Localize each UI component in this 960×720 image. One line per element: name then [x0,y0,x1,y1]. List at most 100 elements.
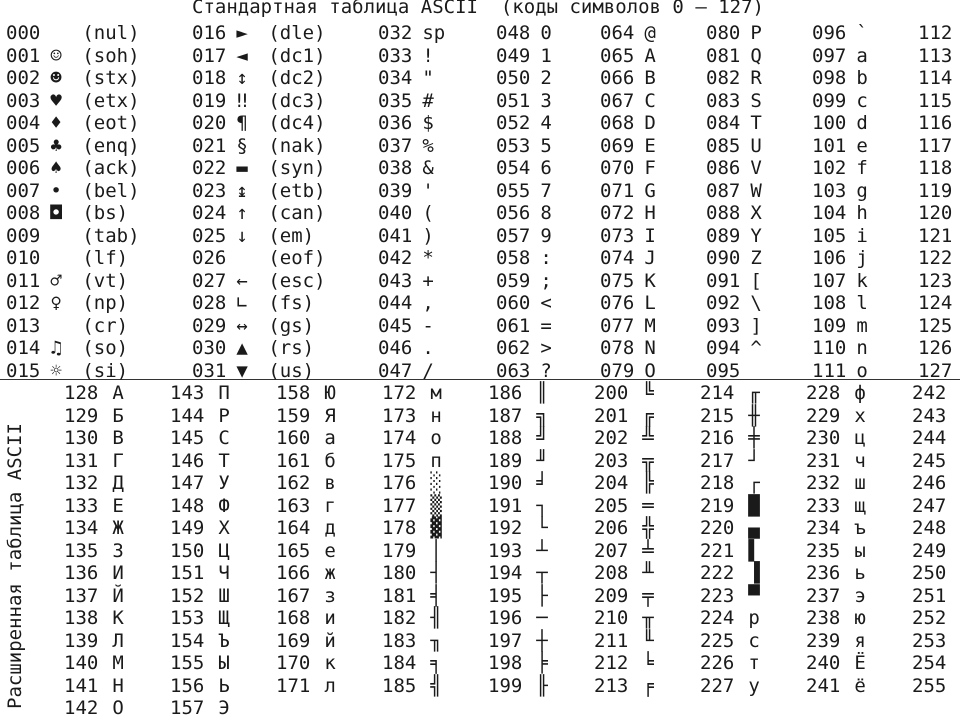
ascii-cell: 002 ☻ (stx) [6,67,140,89]
char-code: 169 [276,629,311,652]
ascii-cell: 073 I [600,225,668,247]
char-glyph: ╩ [642,427,654,449]
ascii-cell: 200 ╚ [594,382,654,404]
ascii-cell: 218 ┌ [700,472,760,494]
char-code: 102 [812,157,847,179]
char-code: 031 [192,359,227,382]
char-glyph: • [50,179,62,202]
ascii-cell: 015 ☼ (si) [6,360,128,382]
char-glyph: ♥ [50,89,62,112]
char-code: 072 [600,202,635,224]
char-glyph: K [644,269,656,292]
char-code: 047 [378,359,413,382]
char-glyph: ╙ [642,629,654,652]
ascii-cell: 126 [918,337,960,359]
char-glyph: ' [422,179,434,202]
char-code: 030 [192,337,227,359]
char-code: 181 [382,584,417,607]
char-glyph: § [236,134,248,157]
char-code: 088 [706,202,741,224]
char-code: 082 [706,67,741,89]
char-code: 149 [170,517,205,539]
char-code: 066 [600,67,635,89]
char-code: 127 [918,359,953,382]
ascii-cell: 081 Q [706,45,774,67]
char-glyph: ╗ [536,404,548,427]
char-glyph: ¶ [236,112,248,134]
ascii-cell: 054 6 [496,157,564,179]
ascii-cell: 232 ш [806,472,866,494]
char-glyph: c [856,89,868,112]
char-glyph: ╛ [536,472,548,494]
char-code: 043 [378,269,413,292]
char-code: 249 [912,539,947,562]
char-code: 232 [806,472,841,494]
char-code: 011 [6,269,41,292]
ascii-cell: 105 i [812,225,880,247]
char-glyph: н [430,404,442,427]
char-code: 092 [706,292,741,314]
ascii-cell: 199 ╟ [488,675,548,697]
char-code: 065 [600,44,635,67]
ascii-cell: 125 [918,315,960,337]
char-code: 170 [276,652,311,674]
char-glyph: ∟ [236,292,248,314]
char-code: 211 [594,629,629,652]
char-glyph: ( [422,202,434,224]
char-code: 207 [594,539,629,562]
char-code: 080 [706,22,741,44]
control-name: (dc2) [268,67,326,89]
char-code: 198 [488,652,523,674]
char-glyph: ‼ [236,89,248,112]
char-glyph: * [422,247,434,269]
char-glyph: B [644,67,656,89]
char-glyph: С [218,427,230,449]
char-glyph: ^ [750,337,762,359]
char-code: 063 [496,359,531,382]
ascii-cell: 216 ╪ [700,427,760,449]
ascii-cell: 219 █ [700,495,760,517]
ascii-cell: 046. [378,337,446,359]
control-name: (stx) [82,67,140,89]
char-glyph: ф [854,382,866,404]
ascii-cell: 019 ‼ (dc3) [192,90,326,112]
char-code: 175 [382,449,417,472]
char-glyph: Ц [218,539,230,562]
char-glyph: Ф [218,494,230,517]
ascii-cell: 209 ╤ [594,585,654,607]
char-glyph: ┼ [536,629,548,652]
char-glyph: = [540,314,552,337]
ascii-cell: 247 [912,495,960,517]
ascii-cell: 044, [378,292,446,314]
char-code: 228 [806,382,841,404]
char-glyph: о [430,427,442,449]
char-glyph: └ [536,517,548,539]
char-glyph: Н [112,674,124,697]
char-code: 210 [594,607,629,629]
char-code: 188 [488,427,523,449]
ascii-cell: 158 Ю [276,382,336,404]
char-glyph: [ [750,269,762,292]
char-code: 186 [488,382,523,404]
char-code: 194 [488,562,523,584]
ascii-cell: 127 [918,360,960,382]
ascii-cell: 031 ▼ (us) [192,360,314,382]
ascii-cell: 112 [918,22,960,44]
char-code: 112 [918,22,953,44]
char-glyph: с [748,629,760,652]
char-code: 203 [594,449,629,472]
char-code: 182 [382,607,417,629]
ascii-cell: 144 Р [170,405,230,427]
char-code: 054 [496,157,531,179]
ascii-cell: 214 ╓ [700,382,760,404]
ascii-cell: 096 ` [812,22,880,44]
ascii-cell: 238 ю [806,607,866,629]
ascii-cell: 097 a [812,45,880,67]
char-code: 018 [192,67,227,89]
char-code: 178 [382,517,417,539]
char-code: 081 [706,44,741,67]
ascii-cell: 248 [912,517,960,539]
char-code: 246 [912,472,947,494]
char-code: 226 [700,652,735,674]
char-glyph: Д [112,472,124,494]
